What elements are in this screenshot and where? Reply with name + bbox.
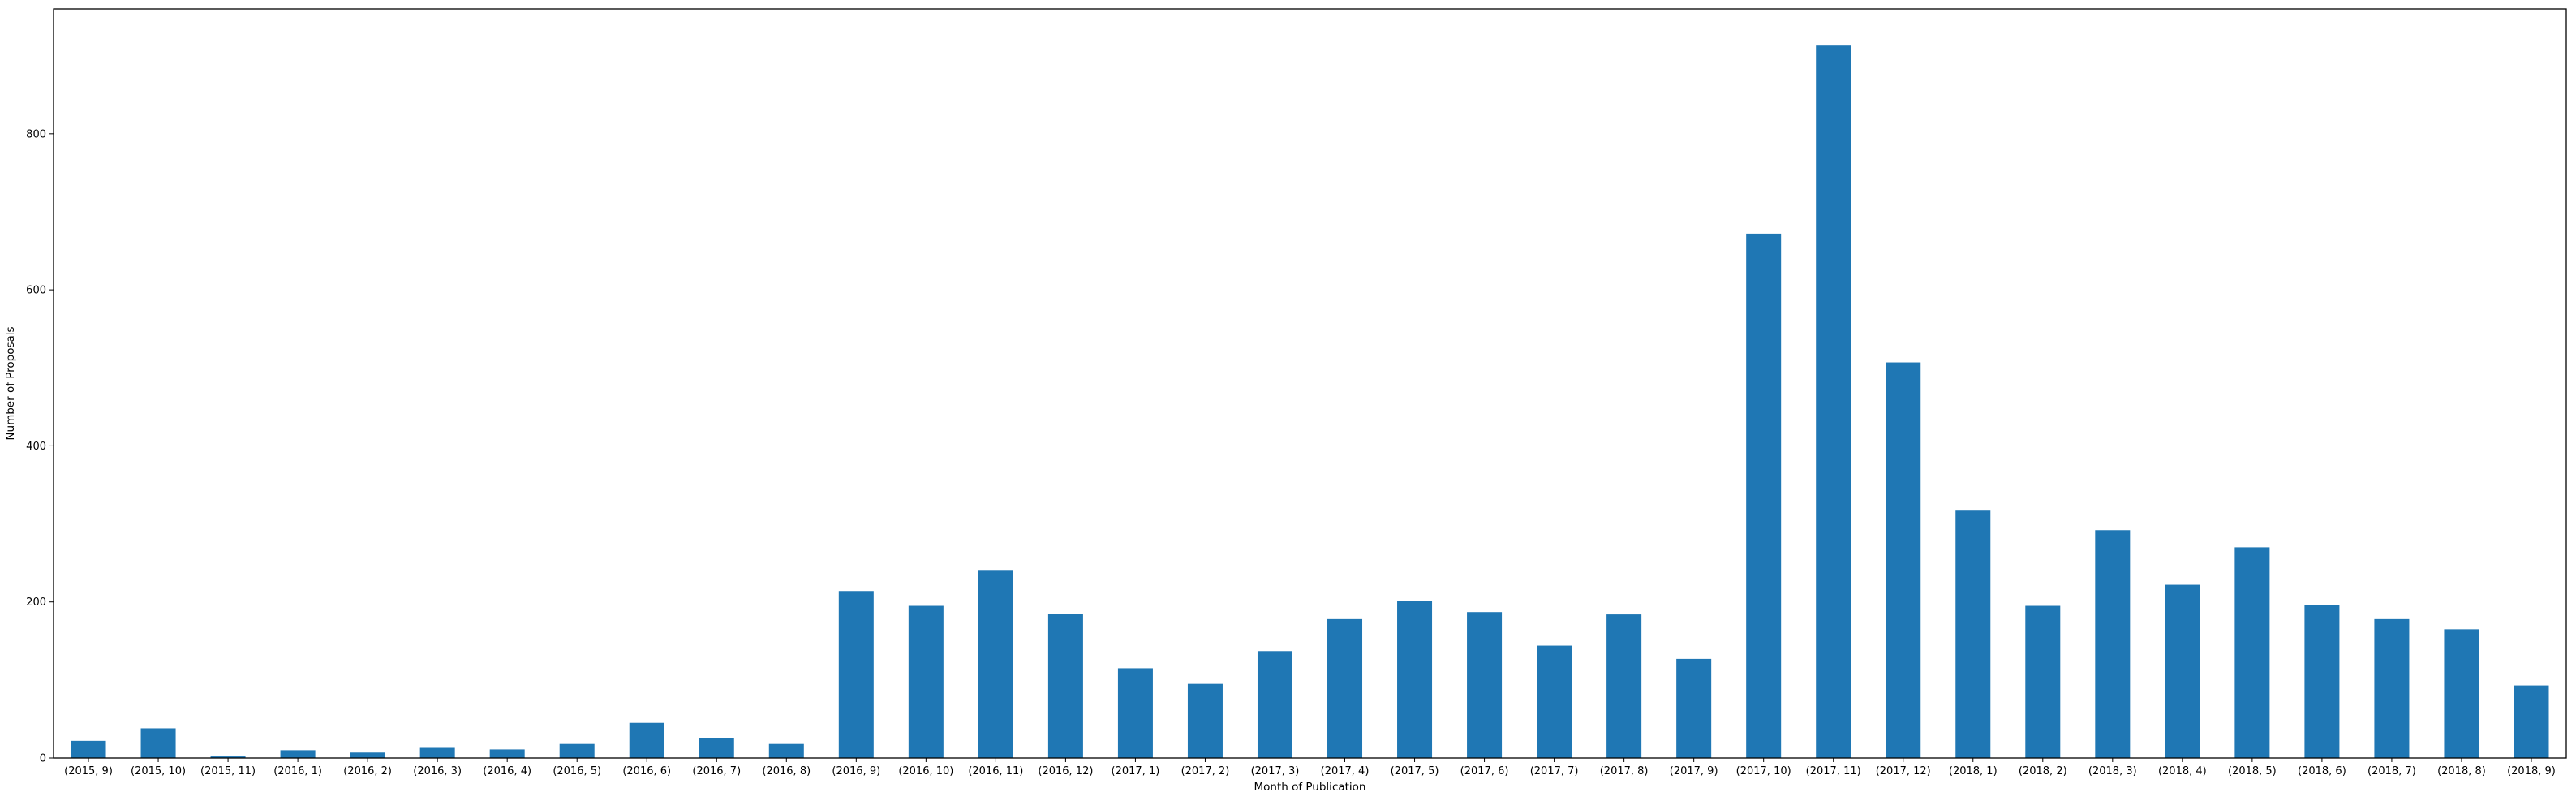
x-tick-label: (2016, 1)	[273, 765, 322, 777]
bars-group	[71, 45, 2549, 759]
x-tick-label: (2016, 11)	[968, 765, 1023, 777]
x-tick-label: (2018, 8)	[2437, 765, 2486, 777]
x-tick-label: (2015, 9)	[64, 765, 113, 777]
x-tick-label: (2017, 4)	[1321, 765, 1370, 777]
y-axis-ticks: 0 200 400 600 800	[26, 128, 54, 765]
y-tick-label: 800	[26, 128, 46, 140]
bar	[629, 722, 664, 758]
x-tick-label: (2017, 11)	[1806, 765, 1861, 777]
bar	[1606, 614, 1642, 758]
x-tick-label: (2018, 3)	[2088, 765, 2137, 777]
x-tick-label: (2016, 12)	[1038, 765, 1093, 777]
bar	[1886, 362, 1921, 758]
x-tick-label: (2015, 10)	[131, 765, 186, 777]
x-tick-label: (2016, 9)	[832, 765, 880, 777]
x-tick-label: (2017, 2)	[1181, 765, 1230, 777]
bar	[908, 605, 944, 758]
bar	[768, 743, 804, 758]
bar	[1257, 651, 1292, 758]
x-tick-label: (2017, 7)	[1530, 765, 1579, 777]
bar	[1467, 612, 1503, 758]
x-axis-label: Month of Publication	[1254, 781, 1366, 794]
x-tick-label: (2015, 11)	[200, 765, 256, 777]
x-axis-ticks: (2015, 9) (2015, 10) (2015, 11) (2016, 1) (2…	[64, 758, 2556, 777]
bar	[2165, 584, 2200, 758]
x-tick-label: (2017, 6)	[1460, 765, 1509, 777]
x-tick-label: (2017, 1)	[1112, 765, 1160, 777]
bar	[2025, 605, 2061, 758]
bar	[1187, 683, 1223, 758]
bar	[1816, 45, 1851, 759]
bar	[1676, 658, 1712, 758]
bar	[419, 747, 455, 758]
x-tick-label: (2018, 4)	[2158, 765, 2207, 777]
x-tick-label: (2016, 4)	[483, 765, 531, 777]
x-tick-label: (2017, 9)	[1670, 765, 1718, 777]
y-tick-label: 600	[26, 285, 46, 297]
bar	[1117, 668, 1153, 758]
bar	[1955, 510, 1991, 758]
y-axis-label: Number of Proposals	[4, 326, 17, 440]
x-tick-label: (2018, 5)	[2228, 765, 2277, 777]
x-tick-label: (2017, 5)	[1391, 765, 1439, 777]
x-tick-label: (2017, 8)	[1600, 765, 1649, 777]
bar	[2374, 618, 2410, 758]
bar	[838, 591, 874, 758]
x-tick-label: (2016, 3)	[413, 765, 462, 777]
bar	[2304, 605, 2340, 758]
bar	[280, 750, 316, 758]
bar	[699, 738, 734, 758]
bar	[1047, 614, 1083, 758]
bar	[1397, 601, 1433, 758]
x-tick-label: (2017, 10)	[1736, 765, 1791, 777]
y-tick-label: 400	[26, 441, 46, 453]
bar	[2095, 530, 2131, 758]
bar	[140, 728, 176, 758]
y-tick-label: 0	[40, 753, 46, 765]
x-tick-label: (2016, 10)	[898, 765, 953, 777]
bar	[2444, 629, 2479, 758]
x-tick-label: (2017, 12)	[1876, 765, 1931, 777]
x-tick-label: (2016, 8)	[762, 765, 811, 777]
x-tick-label: (2017, 3)	[1251, 765, 1300, 777]
plot-frame	[53, 8, 2567, 759]
bar	[489, 749, 525, 758]
bar	[1327, 618, 1363, 758]
bar	[2514, 685, 2549, 758]
x-tick-label: (2016, 6)	[622, 765, 671, 777]
x-tick-label: (2016, 7)	[692, 765, 741, 777]
bar	[71, 740, 106, 758]
x-tick-label: (2016, 5)	[553, 765, 601, 777]
x-tick-label: (2018, 6)	[2298, 765, 2346, 777]
bar	[559, 743, 595, 758]
x-tick-label: (2018, 2)	[2019, 765, 2067, 777]
bar	[1746, 233, 1782, 758]
x-tick-label: (2016, 2)	[343, 765, 392, 777]
bar	[210, 756, 246, 758]
bar	[350, 752, 385, 758]
x-tick-label: (2018, 9)	[2507, 765, 2556, 777]
bar	[978, 570, 1013, 758]
x-tick-label: (2018, 1)	[1949, 765, 1998, 777]
bar	[2234, 547, 2270, 758]
y-tick-label: 200	[26, 596, 46, 609]
x-tick-label: (2018, 7)	[2367, 765, 2416, 777]
bar	[1537, 645, 1572, 758]
